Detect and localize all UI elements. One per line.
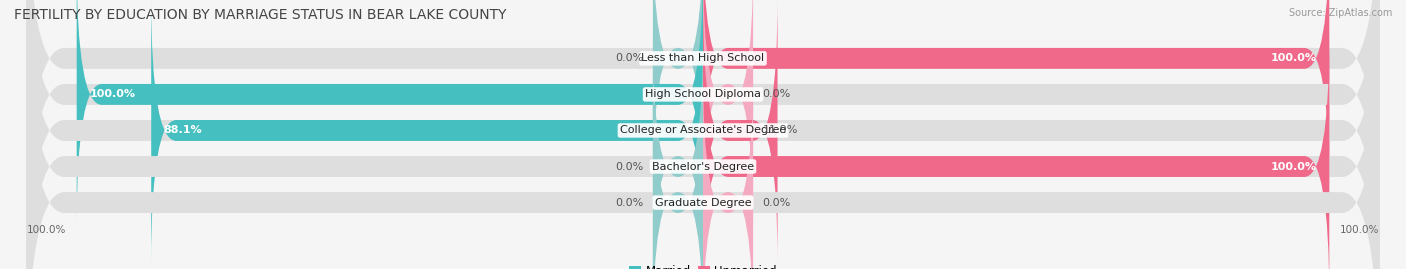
FancyBboxPatch shape <box>27 0 1379 269</box>
FancyBboxPatch shape <box>652 33 703 269</box>
Text: Less than High School: Less than High School <box>641 53 765 63</box>
Text: 0.0%: 0.0% <box>616 197 644 208</box>
FancyBboxPatch shape <box>703 0 1329 192</box>
FancyBboxPatch shape <box>703 33 1329 269</box>
Text: High School Diploma: High School Diploma <box>645 89 761 100</box>
Text: 100.0%: 100.0% <box>1340 225 1379 235</box>
FancyBboxPatch shape <box>652 0 703 192</box>
FancyBboxPatch shape <box>27 0 1379 269</box>
Text: 0.0%: 0.0% <box>762 197 790 208</box>
FancyBboxPatch shape <box>152 0 703 264</box>
Text: Graduate Degree: Graduate Degree <box>655 197 751 208</box>
FancyBboxPatch shape <box>27 0 1379 269</box>
Text: 0.0%: 0.0% <box>616 161 644 172</box>
Text: FERTILITY BY EDUCATION BY MARRIAGE STATUS IN BEAR LAKE COUNTY: FERTILITY BY EDUCATION BY MARRIAGE STATU… <box>14 8 506 22</box>
Text: 0.0%: 0.0% <box>762 89 790 100</box>
FancyBboxPatch shape <box>77 0 703 228</box>
Text: Bachelor's Degree: Bachelor's Degree <box>652 161 754 172</box>
FancyBboxPatch shape <box>27 0 1379 269</box>
FancyBboxPatch shape <box>703 0 754 228</box>
Text: 100.0%: 100.0% <box>27 225 66 235</box>
Text: 88.1%: 88.1% <box>163 125 202 136</box>
Text: 100.0%: 100.0% <box>1271 161 1317 172</box>
Legend: Married, Unmarried: Married, Unmarried <box>624 261 782 269</box>
Text: 100.0%: 100.0% <box>89 89 135 100</box>
Text: College or Associate's Degree: College or Associate's Degree <box>620 125 786 136</box>
FancyBboxPatch shape <box>27 0 1379 264</box>
FancyBboxPatch shape <box>703 69 754 269</box>
Text: 100.0%: 100.0% <box>1271 53 1317 63</box>
FancyBboxPatch shape <box>703 0 778 264</box>
Text: 0.0%: 0.0% <box>616 53 644 63</box>
Text: Source: ZipAtlas.com: Source: ZipAtlas.com <box>1288 8 1392 18</box>
Text: 11.9%: 11.9% <box>762 125 797 136</box>
FancyBboxPatch shape <box>652 69 703 269</box>
